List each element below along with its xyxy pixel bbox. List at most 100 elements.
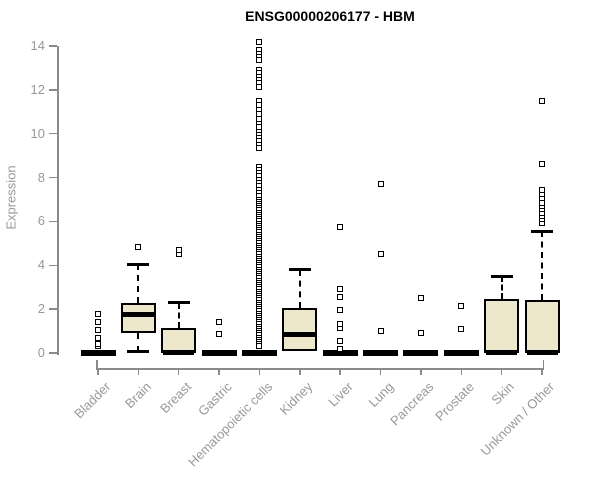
x-axis-end-cap (96, 360, 98, 368)
outlier-point (95, 326, 101, 333)
x-category-label: Kidney (276, 379, 316, 418)
upper-whisker-cap (288, 268, 311, 272)
median-line (526, 349, 558, 355)
lower-whisker-cap (127, 350, 150, 354)
x-category-label: Skin (488, 379, 518, 408)
y-tick (49, 264, 57, 267)
median-line (486, 349, 518, 355)
x-tick (177, 368, 180, 375)
collapsed-box (403, 350, 439, 356)
outlier-point (377, 181, 384, 188)
x-category-label: Brain (121, 379, 154, 412)
outlier-point (216, 319, 223, 326)
x-tick (97, 368, 99, 375)
box-iqr (484, 299, 520, 353)
outlier-point (539, 161, 545, 168)
x-tick (420, 368, 422, 375)
collapsed-box (363, 350, 399, 356)
outlier-point (95, 319, 101, 326)
y-tick (49, 132, 57, 135)
x-category-label: Prostate (432, 379, 477, 424)
outlier-point (337, 294, 344, 301)
box-iqr (282, 308, 318, 351)
y-axis-label: Expression (3, 165, 19, 230)
collapsed-box (443, 350, 479, 356)
x-tick (379, 368, 382, 375)
y-tick-label: 2 (37, 301, 45, 317)
collapsed-box (201, 350, 237, 356)
y-tick (49, 220, 57, 223)
y-tick-label: 0 (37, 345, 45, 360)
x-axis-end-cap (542, 360, 544, 368)
outlier-point (256, 57, 263, 64)
y-tick-label: 6 (37, 213, 45, 229)
outlier-point (256, 144, 263, 151)
upper-whisker-line (177, 302, 180, 328)
y-tick-label: 8 (37, 169, 45, 185)
median-line (122, 312, 154, 318)
y-tick-label: 14 (30, 38, 45, 53)
upper-whisker-cap (167, 301, 190, 305)
outlier-point (377, 328, 384, 335)
x-tick (137, 368, 140, 375)
outlier-point (337, 223, 344, 230)
outlier-point (337, 286, 344, 293)
upper-whisker-line (298, 269, 301, 309)
outlier-point (458, 325, 465, 332)
outlier-point (417, 295, 424, 302)
outlier-point (337, 307, 344, 314)
lower-whisker-line (137, 333, 140, 352)
upper-whisker-cap (127, 262, 150, 266)
upper-whisker-line (137, 264, 140, 303)
outlier-point (95, 334, 101, 341)
x-category-label: Gastric (194, 379, 235, 419)
x-tick (299, 368, 301, 375)
upper-whisker-line (541, 231, 543, 301)
x-axis-line (96, 368, 544, 370)
x-category-label: Unknown / Other (478, 379, 558, 459)
outlier-point (539, 186, 545, 193)
x-category-label: Lung (365, 379, 397, 411)
outlier-point (95, 310, 101, 317)
outlier-point (337, 321, 344, 328)
y-tick (49, 308, 57, 310)
y-tick (49, 45, 57, 47)
upper-whisker-cap (531, 229, 553, 233)
outlier-point (377, 251, 384, 258)
x-tick (541, 368, 543, 375)
outlier-point (539, 97, 545, 104)
y-tick-label: 12 (30, 81, 45, 97)
x-tick (339, 368, 341, 375)
box-iqr (120, 302, 156, 334)
y-tick (49, 352, 57, 354)
median-line (284, 331, 316, 337)
outlier-point (135, 243, 142, 250)
upper-whisker-line (500, 276, 503, 300)
outlier-point (458, 302, 465, 309)
x-tick (460, 368, 463, 375)
x-tick (258, 368, 261, 375)
outlier-point (337, 337, 344, 344)
x-tick (500, 368, 503, 375)
outlier-point (216, 331, 223, 338)
y-tick-label: 4 (37, 257, 45, 273)
y-tick (49, 176, 57, 179)
outlier-point (417, 330, 424, 337)
collapsed-box (241, 350, 277, 356)
x-category-label: Breast (157, 379, 195, 417)
y-tick-label: 10 (30, 125, 45, 141)
x-category-label: Bladder (71, 379, 114, 422)
x-tick (218, 368, 220, 375)
collapsed-box (80, 350, 116, 356)
x-category-label: Liver (325, 379, 356, 410)
upper-whisker-cap (490, 274, 513, 278)
outlier-point (256, 343, 263, 350)
outlier-point (256, 83, 263, 90)
outlier-point (256, 38, 263, 45)
outlier-point (175, 246, 182, 253)
chart-title: ENSG00000206177 - HBM (245, 8, 415, 24)
y-axis-line (57, 46, 59, 355)
y-tick (49, 89, 57, 91)
x-category-label: Pancreas (387, 379, 437, 429)
